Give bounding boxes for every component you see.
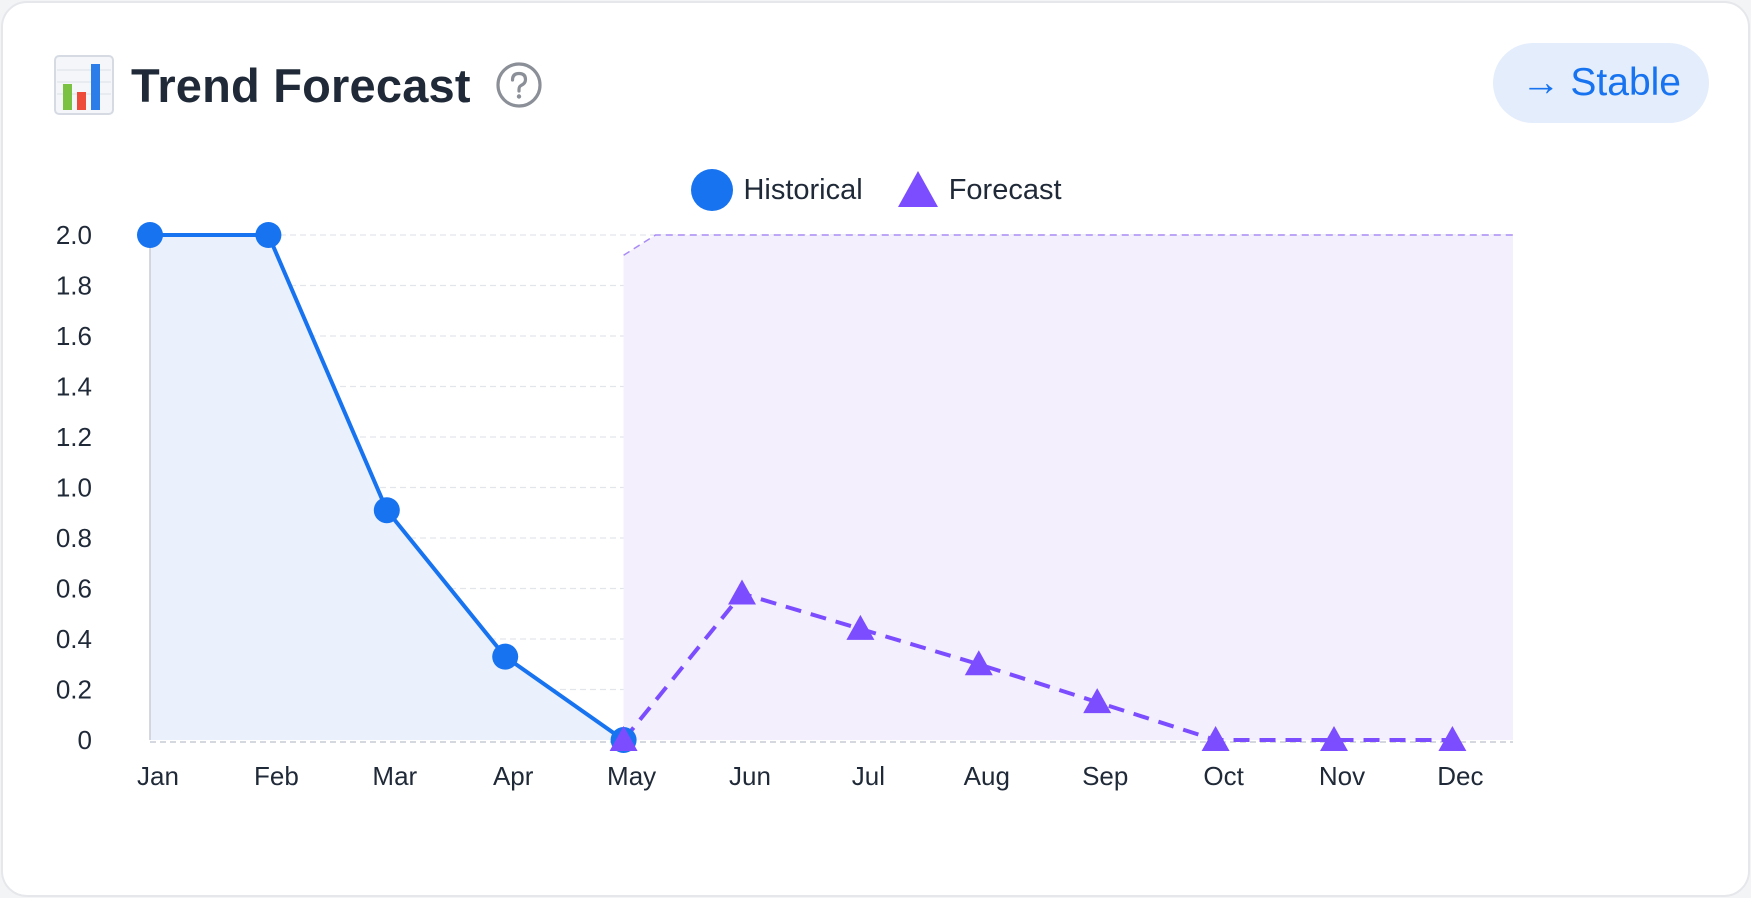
triangle-marker-icon bbox=[897, 171, 938, 207]
chart-legend: Historical Forecast bbox=[3, 167, 1748, 213]
forecast-point bbox=[1320, 726, 1348, 751]
historical-point bbox=[373, 497, 400, 524]
y-tick-label: 0.2 bbox=[56, 675, 92, 705]
x-tick-label: Jul bbox=[852, 761, 885, 791]
x-tick-label: Jan bbox=[137, 761, 179, 791]
forecast-point bbox=[609, 726, 638, 751]
question-circle-icon[interactable] bbox=[495, 61, 543, 109]
historical-point bbox=[492, 643, 519, 670]
forecast-point bbox=[728, 579, 756, 605]
page-title: Trend Forecast bbox=[131, 58, 471, 112]
trend-status-badge[interactable]: → Stable bbox=[1493, 43, 1709, 123]
historical-point bbox=[137, 222, 163, 248]
x-tick-label: Feb bbox=[254, 761, 299, 791]
line-chart: 0 0.2 0.4 0.6 0.8 1.0 1.2 1.4 1.6 1.8 2.0 Jan Feb Mar… bbox=[56, 220, 1513, 791]
legend-item-historical[interactable]: Historical bbox=[689, 167, 863, 213]
confidence-band-upper bbox=[623, 234, 1513, 256]
forecast-line bbox=[622, 591, 1453, 742]
legend-label-historical: Historical bbox=[743, 173, 863, 206]
x-tick-label: Oct bbox=[1203, 761, 1244, 791]
legend-item-forecast[interactable]: Forecast bbox=[895, 167, 1062, 213]
y-tick-label: 0.4 bbox=[56, 624, 92, 654]
x-tick-label: May bbox=[607, 761, 656, 791]
y-tick-label: 0 bbox=[78, 725, 92, 755]
y-tick-label: 1.2 bbox=[56, 422, 92, 452]
historical-point bbox=[255, 222, 282, 248]
x-tick-label: Nov bbox=[1319, 761, 1365, 791]
forecast-point bbox=[1201, 726, 1230, 751]
trend-status-label: Stable bbox=[1570, 61, 1681, 104]
y-tick-label: 1.6 bbox=[56, 321, 92, 351]
y-tick-label: 1.8 bbox=[56, 271, 92, 301]
forecast-point bbox=[1083, 688, 1112, 714]
card-header: Trend Forecast bbox=[53, 47, 543, 123]
y-tick-label: 0.6 bbox=[56, 574, 92, 604]
y-tick-label: 1.4 bbox=[56, 372, 92, 402]
x-tick-label: Dec bbox=[1437, 761, 1483, 791]
forecast-point bbox=[964, 650, 993, 676]
x-tick-label: Mar bbox=[372, 761, 417, 791]
bar-chart-icon bbox=[54, 55, 114, 115]
forecast-point bbox=[846, 614, 875, 640]
y-tick-label: 1.0 bbox=[56, 473, 92, 503]
x-tick-label: Jun bbox=[729, 761, 771, 791]
confidence-band bbox=[623, 235, 1513, 740]
historical-area bbox=[150, 235, 624, 740]
y-tick-label: 0.8 bbox=[56, 523, 92, 553]
circle-marker-icon bbox=[691, 169, 734, 211]
x-tick-label: Apr bbox=[493, 761, 534, 791]
right-arrow-icon: → bbox=[1521, 61, 1561, 104]
forecast-point bbox=[1438, 726, 1467, 751]
x-tick-label: Sep bbox=[1082, 761, 1128, 791]
y-tick-label: 2.0 bbox=[56, 220, 92, 250]
x-tick-label: Aug bbox=[964, 761, 1010, 791]
legend-label-forecast: Forecast bbox=[948, 173, 1062, 206]
